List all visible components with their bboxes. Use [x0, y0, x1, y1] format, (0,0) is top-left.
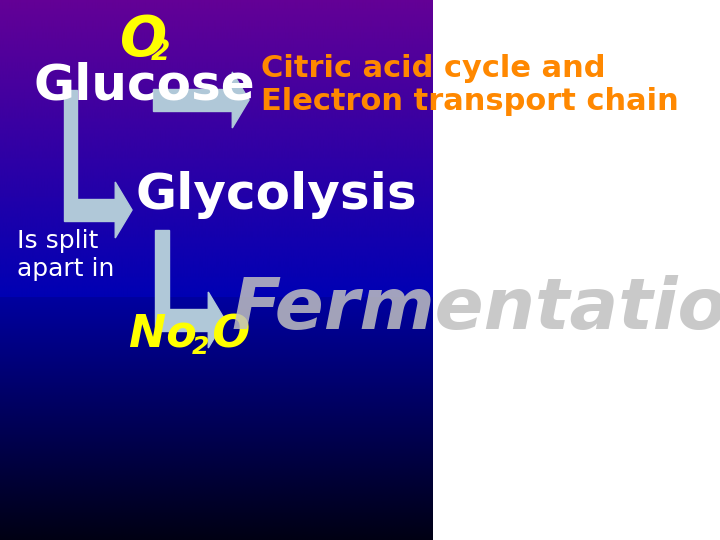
Polygon shape	[115, 182, 132, 238]
Polygon shape	[156, 230, 168, 309]
Text: O: O	[120, 13, 168, 67]
Text: No O: No O	[129, 314, 251, 356]
Polygon shape	[156, 309, 208, 331]
Polygon shape	[208, 292, 225, 348]
Polygon shape	[64, 199, 115, 221]
Text: 2: 2	[151, 38, 171, 66]
Text: Citric acid cycle and
Electron transport chain: Citric acid cycle and Electron transport…	[261, 53, 679, 116]
Text: Glycolysis: Glycolysis	[135, 171, 417, 219]
Polygon shape	[153, 89, 233, 111]
Text: Fermentation: Fermentation	[231, 275, 720, 345]
Polygon shape	[233, 72, 249, 128]
Text: Glucose: Glucose	[33, 61, 255, 109]
Text: Is split
apart in: Is split apart in	[17, 229, 114, 281]
Text: 2: 2	[192, 335, 210, 359]
Polygon shape	[64, 90, 78, 199]
